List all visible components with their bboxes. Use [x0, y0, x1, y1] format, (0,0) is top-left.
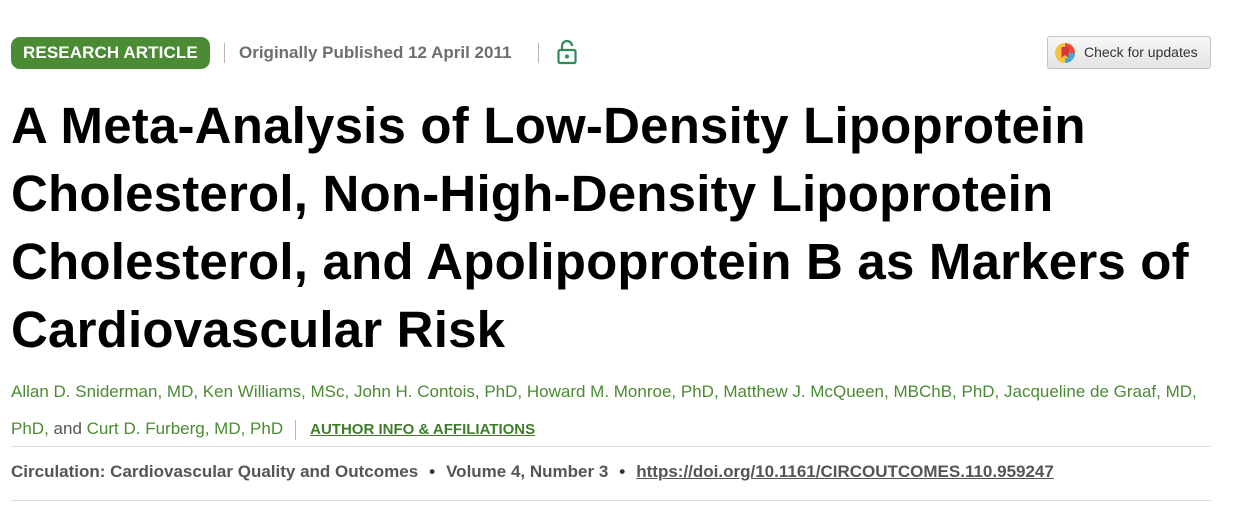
citation-line: Circulation: Cardiovascular Quality and …	[11, 462, 1054, 482]
open-access-lock-icon	[556, 39, 578, 65]
doi-link[interactable]: https://doi.org/10.1161/CIRCOUTCOMES.110…	[636, 462, 1054, 481]
author-link[interactable]: Jacqueline de Graaf, MD, PhD	[11, 382, 1197, 438]
author-link[interactable]: John H. Contois, PhD	[353, 382, 518, 401]
check-for-updates-label: Check for updates	[1084, 44, 1198, 60]
divider	[295, 419, 297, 440]
article-title: A Meta-Analysis of Low-Density Lipoprote…	[11, 97, 1189, 358]
volume-info: Volume 4, Number 3	[446, 462, 609, 481]
article-meta-bar: RESEARCH ARTICLE Originally Published 12…	[11, 36, 1211, 70]
author-link[interactable]: Ken Williams, MSc	[202, 382, 345, 401]
author-link[interactable]: Howard M. Monroe, PhD	[526, 382, 714, 401]
author-list: Allan D. Sniderman, MD, Ken Williams, MS…	[11, 382, 1197, 440]
divider	[538, 43, 539, 63]
journal-name: Circulation: Cardiovascular Quality and …	[11, 462, 419, 481]
author-link[interactable]: Curt D. Furberg, MD, PhD	[86, 419, 284, 438]
conjunction: and	[53, 419, 82, 438]
bullet: •	[619, 462, 626, 481]
divider-line	[11, 446, 1211, 447]
author-link[interactable]: Allan D. Sniderman, MD	[11, 382, 194, 401]
author-info-affiliations-link[interactable]: AUTHOR INFO & AFFILIATIONS	[310, 421, 536, 438]
article-type-badge: RESEARCH ARTICLE	[11, 37, 210, 69]
check-for-updates-button[interactable]: Check for updates	[1047, 36, 1211, 69]
crossmark-icon	[1054, 42, 1076, 64]
author-link[interactable]: Matthew J. McQueen, MBChB, PhD	[723, 382, 995, 401]
publication-date: Originally Published 12 April 2011	[239, 43, 512, 62]
bullet: •	[429, 462, 436, 481]
divider-line	[11, 500, 1211, 501]
divider	[224, 43, 225, 63]
